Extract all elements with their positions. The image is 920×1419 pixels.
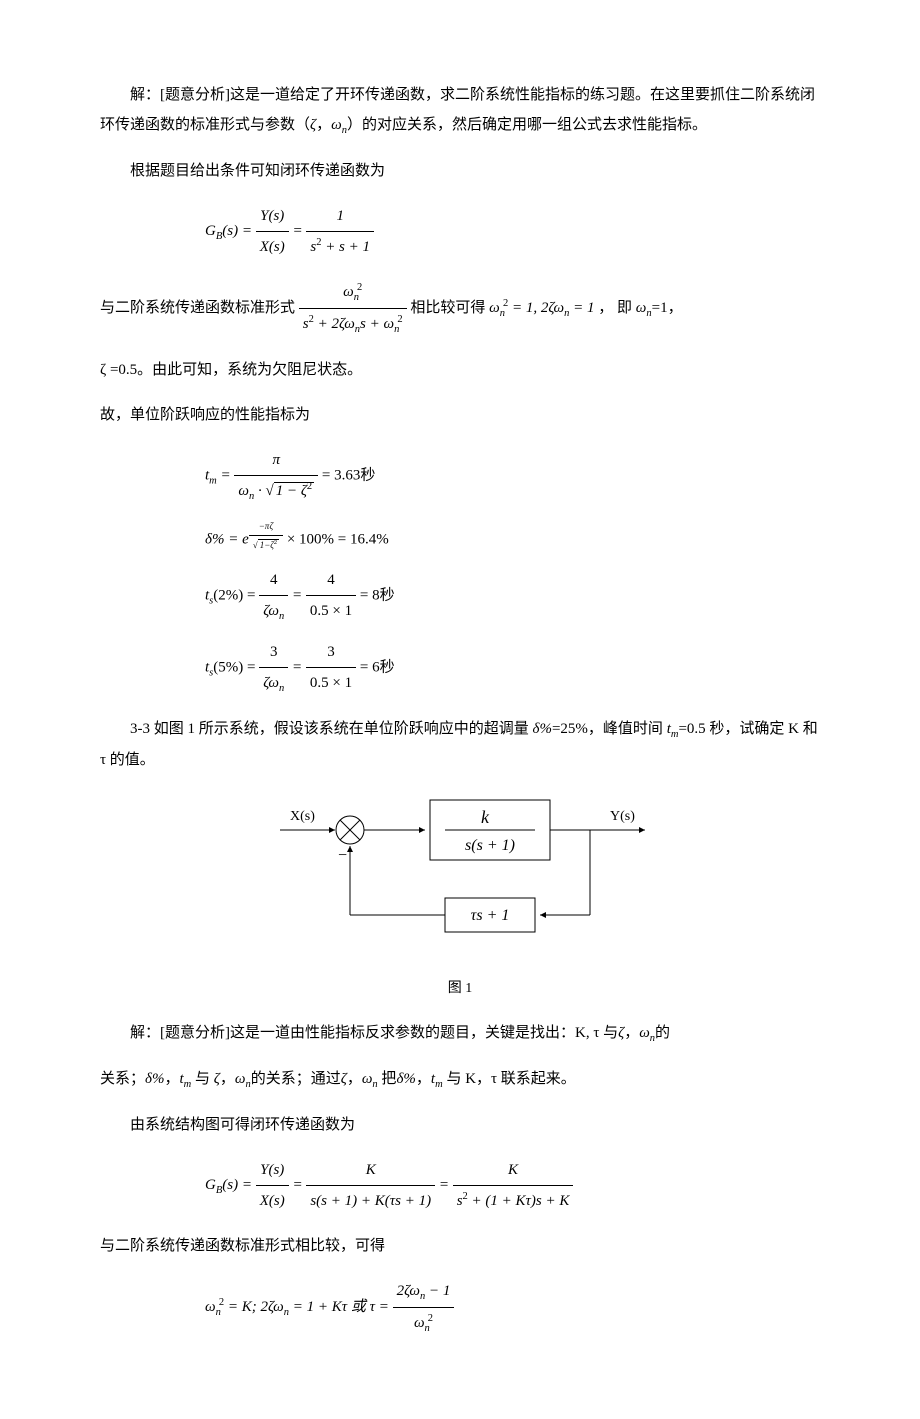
- text: 3-3 如图 1 所示系统，假设该系统在单位阶跃响应中的超调量: [130, 721, 533, 737]
- para-8: 由系统结构图可得闭环传递函数为: [100, 1110, 820, 1140]
- problem-3-3: 3-3 如图 1 所示系统，假设该系统在单位阶跃响应中的超调量 δ%=25%，峰…: [100, 714, 820, 775]
- para-2: 根据题目给出条件可知闭环传递函数为: [100, 156, 820, 186]
- label-xs: X(s): [290, 809, 315, 824]
- para-9: 与二阶系统传递函数标准形式相比较，可得: [100, 1231, 820, 1261]
- text: ）的对应关系，然后确定用哪一组公式去求性能指标。: [347, 117, 707, 133]
- para-3: 与二阶系统传递函数标准形式 ωn2 s2 + 2ζωns + ωn2 相比较可得…: [100, 277, 820, 340]
- formula-delta: δ% = e−πζ√1−ζ2 × 100% = 16.4%: [100, 517, 820, 555]
- formula-ts5: ts(5%) = 3ζωn = 30.5 × 1 = 6秒: [100, 637, 820, 699]
- text: 与二阶系统传递函数标准形式: [100, 300, 299, 316]
- para-7b: 关系；δ%，tm 与 ζ，ωn的关系；通过ζ，ωn 把δ%，tm 与 K，τ 联…: [100, 1064, 820, 1095]
- minus-sign: −: [338, 847, 347, 864]
- text: 的: [655, 1025, 670, 1041]
- svg-text:τs + 1: τs + 1: [471, 907, 510, 924]
- para-1: 解：[题意分析]这是一道给定了开环传递函数，求二阶系统性能指标的练习题。在这里要…: [100, 80, 820, 141]
- text: 关系；: [100, 1071, 145, 1087]
- formula-gb2: GB(s) = Y(s)X(s) = Ks(s + 1) + K(τs + 1)…: [100, 1155, 820, 1216]
- figure-1: X(s) − k s(s + 1) Y(s) τs + 1 图 1: [100, 790, 820, 1003]
- para-4: ζ =0.5。由此可知，系统为欠阻尼状态。: [100, 355, 820, 385]
- label-ys: Y(s): [610, 809, 635, 824]
- text: 把: [378, 1071, 397, 1087]
- text: =1，: [652, 300, 683, 316]
- text: 的关系；通过: [251, 1071, 341, 1087]
- svg-text:s(s + 1): s(s + 1): [465, 837, 515, 854]
- text: 解：[题意分析]这是一道由性能指标反求参数的题目，关键是找出：K, τ 与: [130, 1025, 618, 1041]
- formula-tm: tm = πωn · √1 − ζ2 = 3.63秒: [100, 445, 820, 507]
- formula-final: ωn2 = K; 2ζωn = 1 + Kτ 或 τ = 2ζωn − 1ωn2: [100, 1276, 820, 1339]
- figure-caption: 图 1: [100, 975, 820, 1003]
- svg-text:k: k: [481, 807, 490, 827]
- text: 与: [191, 1071, 214, 1087]
- formula-ts2: ts(2%) = 4ζωn = 40.5 × 1 = 8秒: [100, 565, 820, 627]
- text: ， 即: [598, 300, 636, 316]
- block-diagram: X(s) − k s(s + 1) Y(s) τs + 1: [250, 790, 670, 960]
- text: 相比较可得: [410, 300, 489, 316]
- formula-gb: GB(s) = Y(s)X(s) = 1s2 + s + 1: [100, 201, 820, 262]
- text: 与 K，τ 联系起来。: [443, 1071, 576, 1087]
- text: =25%，峰值时间: [552, 721, 663, 737]
- para-7: 解：[题意分析]这是一道由性能指标反求参数的题目，关键是找出：K, τ 与ζ，ω…: [100, 1018, 820, 1049]
- para-5: 故，单位阶跃响应的性能指标为: [100, 400, 820, 430]
